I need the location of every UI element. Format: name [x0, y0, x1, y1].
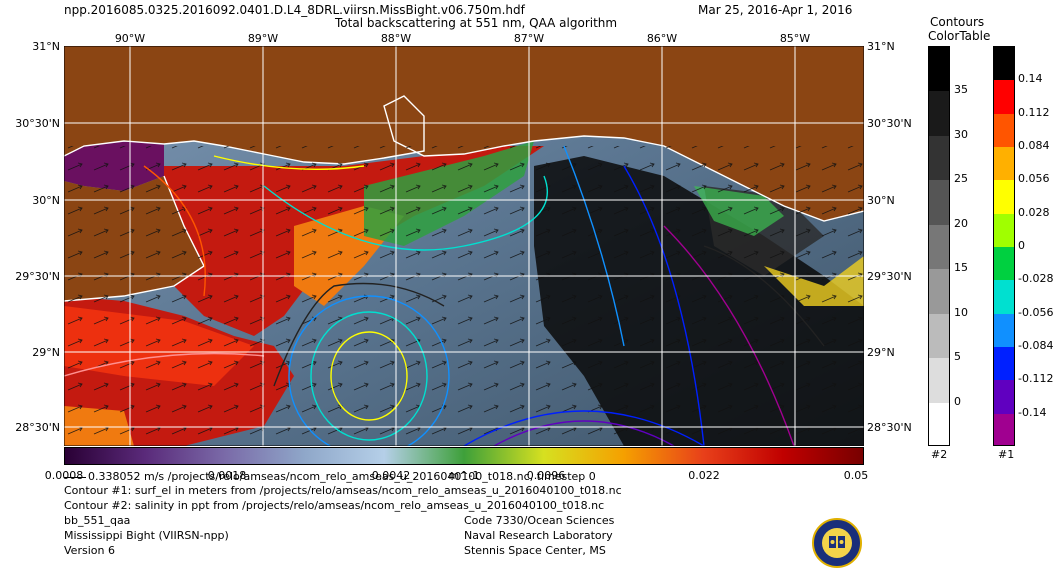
colorbar-tick-2: 0.0042	[371, 469, 411, 482]
lat-label-right-31n: 31°N	[867, 40, 895, 53]
elevation-colortable-swatch	[994, 280, 1014, 314]
elevation-colortable-label: 0.084	[1018, 139, 1050, 152]
salinity-colortable-label: 30	[954, 127, 968, 141]
contour1-description: Contour #1: surf_el in meters from /proj…	[64, 484, 622, 497]
elevation-colortable-swatch	[994, 246, 1014, 281]
colorbar-units: m^-1	[448, 469, 480, 482]
elevation-colortable-swatch	[994, 380, 1014, 414]
colorbar-tick-4: 0.022	[688, 469, 720, 482]
salinity-colortable-label: 25	[954, 172, 968, 186]
vector-arrow-icon	[64, 476, 86, 478]
elevation-colortable-swatch	[994, 47, 1014, 81]
elevation-colortable-swatch	[994, 346, 1014, 381]
salinity-colortable-swatch	[929, 47, 949, 92]
lat-label-29-30n: 29°30'N	[15, 270, 60, 283]
backscatter-colorbar	[64, 447, 864, 465]
lon-label-90w: 90°W	[114, 32, 146, 45]
elevation-colortable-swatch	[994, 113, 1014, 147]
salinity-colortable-swatch	[929, 135, 949, 181]
lon-label-86w: 86°W	[646, 32, 678, 45]
elevation-colortable-label: -0.084	[1018, 339, 1054, 352]
date-range: Mar 25, 2016-Apr 1, 2016	[698, 3, 853, 17]
lat-label-right-29-30n: 29°30'N	[867, 270, 912, 283]
elevation-colortable-swatch	[994, 80, 1014, 114]
org-code: Code 7330/Ocean Sciences	[464, 514, 615, 527]
elevation-colortable-label: 0.14	[1018, 72, 1043, 86]
salinity-colortable-label: 5	[954, 350, 961, 364]
elevation-colortable-swatch	[994, 146, 1014, 181]
lat-label-30n: 30°N	[32, 194, 60, 207]
salinity-colortable-swatch	[929, 402, 949, 445]
graticule	[64, 46, 864, 446]
contours-title: Contours	[930, 15, 985, 29]
surface-elevation-colortable	[993, 46, 1015, 446]
lat-label-28-30n: 28°30'N	[15, 421, 60, 434]
salinity-colortable-label: 15	[954, 261, 968, 275]
vector-legend-text: 0.338052 m/s /projects/relo/amseas/ncom_…	[88, 470, 596, 483]
elevation-colortable-label: 0.112	[1018, 105, 1050, 119]
salinity-colortable-swatch	[929, 269, 949, 314]
org-name: Naval Research Laboratory	[464, 529, 613, 542]
elevation-colortable-swatch	[994, 213, 1014, 247]
elevation-colortable-label: 0.028	[1018, 205, 1050, 219]
lat-label-right-28-30n: 28°30'N	[867, 421, 912, 434]
land-mass	[64, 46, 864, 221]
lat-label-29n: 29°N	[32, 346, 60, 359]
lon-label-88w: 88°W	[380, 32, 412, 45]
org-location: Stennis Space Center, MS	[464, 544, 606, 557]
colorbar-tick-3: 0.0096	[526, 469, 566, 482]
salinity-colortable-label: 0	[954, 394, 961, 408]
colortable-id-1: #1	[998, 448, 1015, 461]
salinity-colortable-label: 35	[954, 83, 968, 97]
contour2-description: Contour #2: salinity in ppt from /projec…	[64, 499, 605, 512]
salinity-colortable-swatch	[929, 358, 949, 403]
elevation-colortable-swatch	[994, 413, 1014, 445]
salinity-colortable-swatch	[929, 91, 949, 136]
product-name: bb_551_qaa	[64, 514, 131, 527]
lat-label-30-30n: 30°30'N	[15, 117, 60, 130]
lat-label-31n: 31°N	[32, 40, 60, 53]
lon-label-85w: 85°W	[779, 32, 811, 45]
colorbar-tick-1: 0.0018	[207, 469, 247, 482]
elevation-colortable-label: -0.056	[1018, 305, 1054, 319]
elevation-colortable-label: 0	[1018, 239, 1025, 252]
elevation-colortable-label: -0.112	[1018, 372, 1054, 386]
salinity-colortable-swatch	[929, 224, 949, 270]
colorbar-tick-5: 0.05	[843, 469, 869, 482]
salinity-colortable-label: 10	[954, 305, 968, 319]
map-title: Total backscattering at 551 nm, QAA algo…	[335, 16, 618, 30]
satellite-map	[64, 46, 864, 446]
salinity-colortable-swatch	[929, 180, 949, 225]
lon-label-89w: 89°W	[247, 32, 279, 45]
lat-label-right-30-30n: 30°30'N	[867, 117, 912, 130]
colorbar-tick-0: 0.0008	[44, 469, 84, 482]
contour-lines	[64, 145, 825, 446]
elevation-colortable-swatch	[994, 180, 1014, 214]
lon-label-87w: 87°W	[513, 32, 545, 45]
lat-label-right-29n: 29°N	[867, 346, 895, 359]
version-label: Version 6	[64, 544, 115, 557]
elevation-colortable-label: -0.028	[1018, 272, 1054, 286]
elevation-colortable-label: 0.056	[1018, 172, 1050, 186]
colortable-id-2: #2	[931, 448, 948, 461]
current-vectors	[64, 146, 864, 446]
lat-label-right-30n: 30°N	[867, 194, 895, 207]
salinity-colortable-swatch	[929, 313, 949, 359]
nrl-seal-logo	[812, 518, 862, 568]
salinity-colortable	[928, 46, 950, 446]
salinity-colortable-label: 20	[954, 216, 968, 230]
elevation-colortable-swatch	[994, 313, 1014, 347]
region-name: Mississippi Bight (VIIRSN-npp)	[64, 529, 229, 542]
vector-legend: 0.338052 m/s /projects/relo/amseas/ncom_…	[64, 470, 596, 483]
elevation-colortable-label: -0.14	[1018, 405, 1047, 419]
file-name: npp.2016085.0325.2016092.0401.D.L4_8DRL.…	[64, 3, 525, 17]
colortable-title: ColorTable	[928, 29, 991, 43]
